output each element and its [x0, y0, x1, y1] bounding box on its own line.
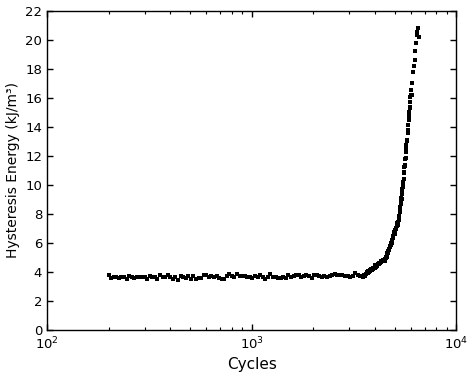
- X-axis label: Cycles: Cycles: [227, 358, 276, 372]
- Y-axis label: Hysteresis Energy (kJ/m³): Hysteresis Energy (kJ/m³): [6, 82, 19, 259]
